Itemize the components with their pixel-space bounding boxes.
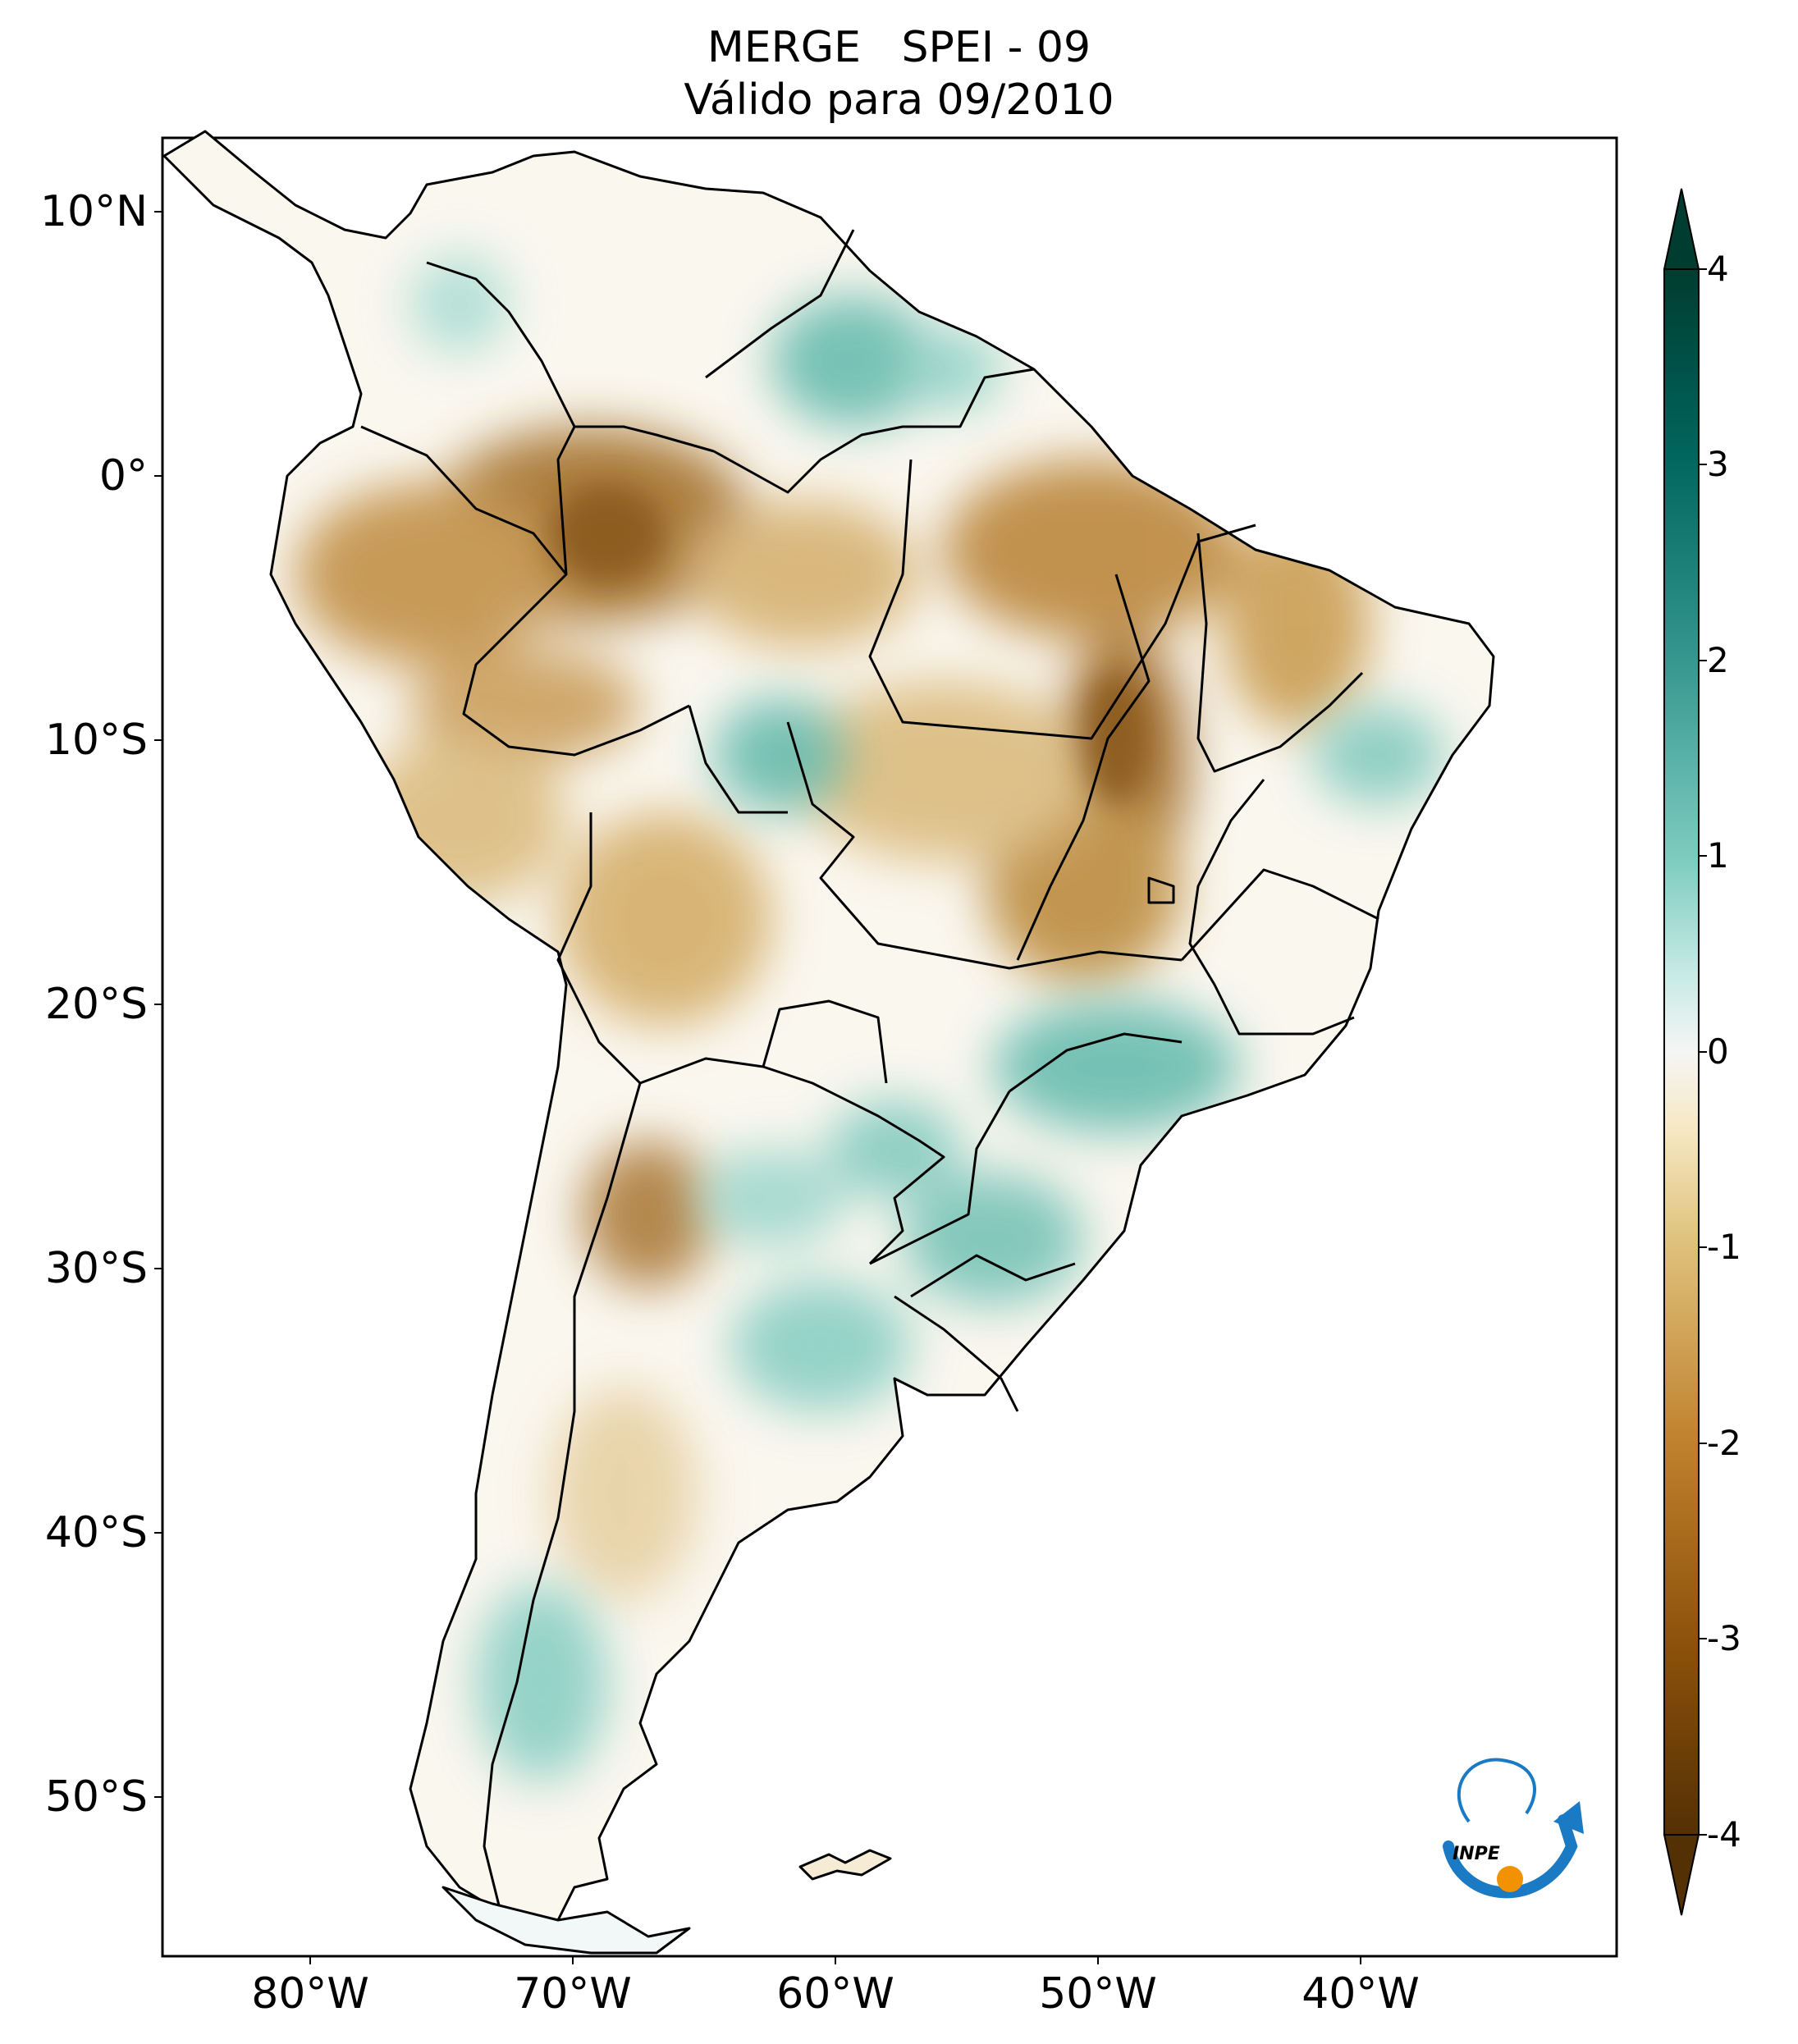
lat-label-0: 0° xyxy=(98,451,148,501)
colorbar-tick-1: 1 xyxy=(1707,835,1729,876)
colorbar-tick-neg4: -4 xyxy=(1707,1814,1741,1854)
map-title-line1: MERGE SPEI - 09 xyxy=(707,23,1091,72)
inpe-logo: INPE xyxy=(1443,1758,1584,1899)
lon-label-80w: 80°W xyxy=(251,1969,369,2019)
colorbar xyxy=(1663,188,1707,1916)
colorbar-tick-neg1: -1 xyxy=(1707,1227,1741,1267)
lon-label-60w: 60°W xyxy=(776,1969,894,2019)
colorbar-extend-max xyxy=(1663,188,1700,270)
colorbar-extend-min xyxy=(1663,1834,1700,1916)
lat-label-10s: 10°S xyxy=(44,716,148,765)
lon-label-40w: 40°W xyxy=(1302,1969,1420,2019)
inpe-logo-text: INPE xyxy=(1453,1844,1500,1864)
axis-ticks xyxy=(154,211,1361,1964)
colorbar-tick-2: 2 xyxy=(1707,640,1729,680)
lat-label-20s: 20°S xyxy=(44,980,148,1029)
colorbar-tick-3: 3 xyxy=(1707,444,1729,484)
lon-label-50w: 50°W xyxy=(1039,1969,1157,2019)
lat-label-50s: 50°S xyxy=(44,1772,148,1822)
colorbar-tick-neg3: -3 xyxy=(1707,1618,1741,1658)
colorbar-tick-0: 0 xyxy=(1707,1031,1729,1072)
colorbar-tick-neg2: -2 xyxy=(1707,1423,1741,1463)
lat-label-40s: 40°S xyxy=(44,1508,148,1557)
colorbar-tick-4: 4 xyxy=(1707,249,1729,289)
lat-label-10n: 10°N xyxy=(39,187,148,236)
lat-label-30s: 30°S xyxy=(44,1244,148,1293)
borders xyxy=(162,130,1495,1955)
map-title-line2: Válido para 09/2010 xyxy=(684,75,1114,125)
lon-label-70w: 70°W xyxy=(514,1969,632,2019)
